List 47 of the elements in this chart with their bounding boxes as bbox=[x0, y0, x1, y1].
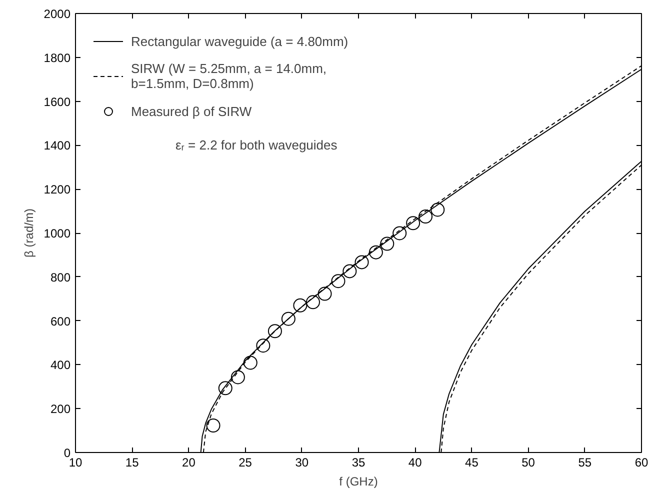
y-tick-label: 800 bbox=[50, 270, 71, 284]
point bbox=[331, 274, 346, 288]
point bbox=[268, 324, 282, 338]
legend-label: Measured β of SIRW bbox=[131, 104, 252, 118]
point bbox=[230, 370, 245, 384]
point bbox=[218, 381, 232, 396]
x-tick-label: 25 bbox=[238, 456, 252, 470]
x-tick-label: 55 bbox=[578, 456, 592, 470]
point bbox=[318, 286, 332, 301]
x-tick-label: 15 bbox=[125, 456, 140, 470]
y-tick-label: 1600 bbox=[44, 94, 71, 109]
legend-label: SIRW (W = 5.25mm, a = 14.0mm, b=1.5mm, D=0.8mm) bbox=[131, 61, 327, 91]
x-tick-label: 20 bbox=[182, 456, 196, 470]
x-tick-label: 45 bbox=[465, 456, 479, 470]
x-tick-label: 30 bbox=[295, 456, 309, 470]
x-tick-label: 10 bbox=[68, 456, 82, 470]
point bbox=[392, 226, 407, 240]
x-tick-label: 60 bbox=[634, 456, 648, 470]
point bbox=[306, 295, 320, 310]
point bbox=[243, 356, 258, 370]
point bbox=[406, 216, 420, 230]
y-tick-label: 1000 bbox=[44, 226, 71, 240]
x-tick-label: 35 bbox=[352, 456, 366, 470]
point bbox=[354, 255, 369, 270]
point bbox=[293, 298, 308, 312]
point bbox=[206, 418, 220, 432]
legend-label: Rectangular waveguide (a = 4.80mm) bbox=[131, 34, 348, 48]
y-tick-label: 1800 bbox=[44, 50, 71, 65]
point bbox=[342, 264, 357, 278]
point bbox=[380, 236, 394, 251]
point bbox=[368, 245, 383, 260]
y-tick-label: 1400 bbox=[44, 138, 71, 153]
y-axis-title: β (rad/m) bbox=[22, 208, 36, 258]
x-tick-label: 40 bbox=[408, 456, 422, 470]
y-tick-label: 2000 bbox=[44, 7, 71, 21]
y-tick-label: 1200 bbox=[44, 182, 71, 197]
y-tick-label: 400 bbox=[50, 358, 71, 372]
y-tick-label: 200 bbox=[50, 402, 71, 416]
point bbox=[281, 312, 296, 326]
annotation: εᵣ = 2.2 for both waveguides bbox=[176, 138, 338, 152]
x-axis-title: f (GHz) bbox=[339, 474, 378, 488]
y-tick-label: 0 bbox=[64, 446, 71, 460]
point bbox=[256, 338, 270, 353]
point bbox=[418, 210, 433, 224]
x-tick-label: 50 bbox=[522, 456, 536, 470]
y-tick-label: 600 bbox=[50, 314, 71, 328]
point bbox=[430, 202, 445, 217]
